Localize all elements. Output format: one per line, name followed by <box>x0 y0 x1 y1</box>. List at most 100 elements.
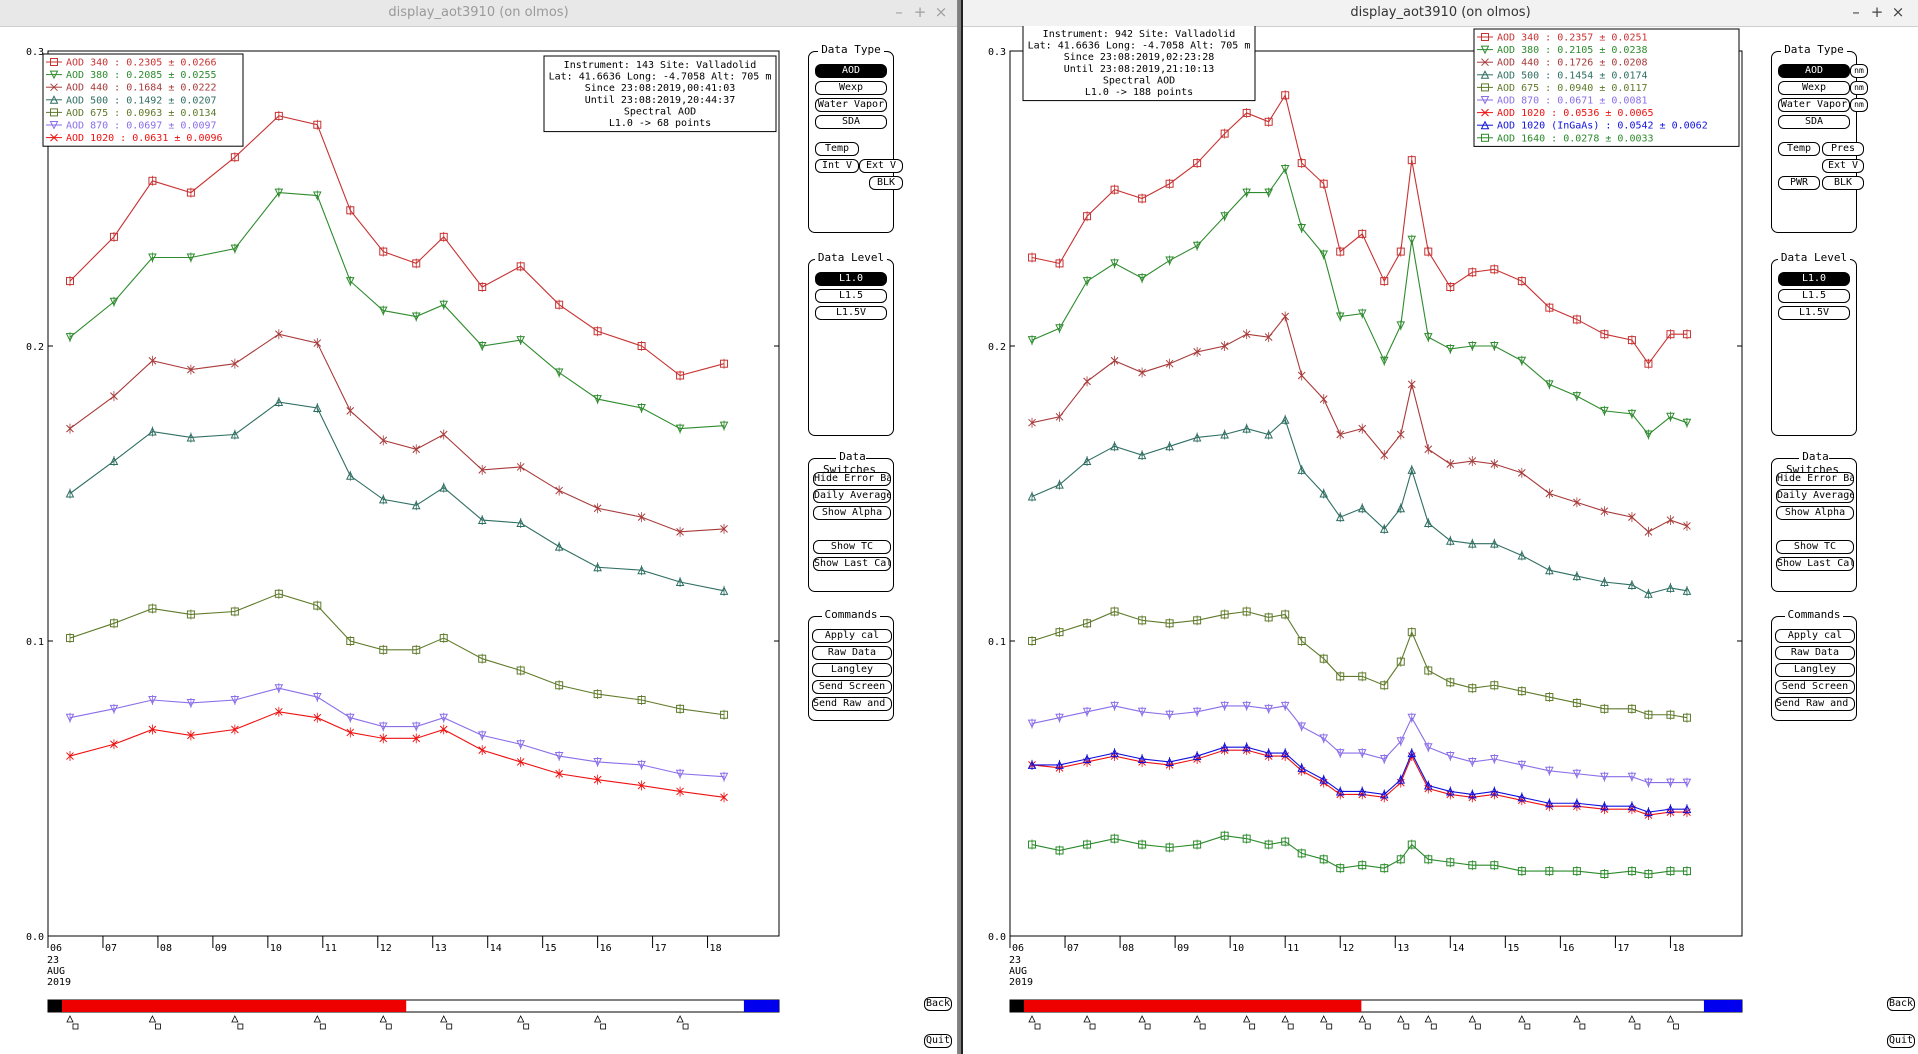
pwr-button[interactable]: PWR <box>1778 176 1820 190</box>
show-alpha-button[interactable]: Show Alpha <box>813 506 891 520</box>
event-marker <box>1524 1023 1531 1030</box>
data-type-sda-button[interactable]: SDA <box>1778 115 1850 129</box>
show-last-cal-button[interactable]: Show Last Cal <box>1776 557 1854 571</box>
data-point <box>1192 707 1202 717</box>
daily-averages-button[interactable]: Daily Averages <box>813 489 891 503</box>
data-point <box>1424 855 1433 864</box>
date-label: 23 <box>47 955 59 966</box>
show-tc-button[interactable]: Show TC <box>1776 540 1854 554</box>
nm-toggle-button[interactable]: nm <box>1850 64 1868 78</box>
data-point <box>675 577 685 586</box>
int-v-button[interactable]: Int V <box>815 159 859 173</box>
close-icon[interactable]: × <box>934 3 948 21</box>
nm-toggle-button[interactable]: nm <box>1850 98 1868 112</box>
data-point <box>1666 710 1675 719</box>
temp-button[interactable]: Temp <box>1778 142 1820 156</box>
data-point <box>675 769 685 779</box>
time-coverage-bar <box>47 999 780 1030</box>
series-line <box>69 593 725 716</box>
data-point <box>378 494 388 504</box>
data-point <box>1396 855 1405 864</box>
ext-v-button[interactable]: Ext V <box>1822 159 1864 173</box>
show-alpha-button[interactable]: Show Alpha <box>1776 506 1854 520</box>
legend-marker <box>1481 58 1489 67</box>
minimize-icon[interactable]: – <box>895 3 903 21</box>
data-type-sda-button[interactable]: SDA <box>815 115 887 129</box>
data-type-water-vapor-button[interactable]: Water Vapor <box>1778 98 1850 112</box>
event-marker <box>1430 1023 1437 1030</box>
data-level-l1-0-button[interactable]: L1.0 <box>815 272 887 286</box>
data-point <box>1297 637 1306 645</box>
data-point <box>1055 324 1064 333</box>
raw-data-button[interactable]: Raw Data <box>812 646 892 660</box>
show-tc-button[interactable]: Show TC <box>813 540 891 554</box>
data-level-l1-0-button[interactable]: L1.0 <box>1778 272 1850 286</box>
data-point <box>1028 637 1037 645</box>
blk-button[interactable]: BLK <box>869 176 903 190</box>
daily-averages-button[interactable]: Daily Averages <box>1776 489 1854 503</box>
data-point <box>1110 701 1119 711</box>
data-type-aod-button[interactable]: AOD <box>1778 64 1850 78</box>
maximize-icon[interactable]: + <box>913 3 927 21</box>
data-point <box>313 693 322 702</box>
data-point <box>719 772 729 782</box>
data-point <box>1600 406 1609 416</box>
data-point <box>720 525 728 533</box>
data-point <box>1165 710 1174 720</box>
data-point <box>554 368 564 378</box>
data-point <box>1396 737 1406 746</box>
show-last-cal-button[interactable]: Show Last Cal <box>813 557 891 571</box>
data-level-l1-5v-button[interactable]: L1.5V <box>1778 306 1850 320</box>
event-marker <box>231 1015 239 1023</box>
data-point <box>1165 843 1174 852</box>
data-level-l1-5v-button[interactable]: L1.5V <box>815 306 887 320</box>
langley-button[interactable]: Langley <box>1775 663 1855 677</box>
close-icon[interactable]: × <box>1891 3 1905 21</box>
data-point <box>1379 524 1389 533</box>
send-raw-and-aod-button[interactable]: Send Raw and AOD <box>812 697 892 711</box>
data-type-aod-button[interactable]: AOD <box>815 64 887 78</box>
temp-button[interactable]: Temp <box>815 142 859 156</box>
panel-title: Data Switches <box>1772 450 1856 476</box>
ext-v-button[interactable]: Ext V <box>859 159 903 173</box>
send-screen-button[interactable]: Send Screen <box>1775 680 1855 694</box>
data-point <box>65 333 75 342</box>
data-point <box>1319 488 1329 498</box>
timebar-red <box>1024 1000 1362 1012</box>
hide-error-bars-button[interactable]: Hide Error Bars <box>813 472 891 486</box>
data-point <box>478 746 487 755</box>
back-button[interactable]: Back <box>924 997 952 1011</box>
send-raw-and-aod-button[interactable]: Send Raw and AOD <box>1775 697 1855 711</box>
hide-error-bars-button[interactable]: Hide Error Bars <box>1776 472 1854 486</box>
maximize-icon[interactable]: + <box>1870 3 1884 21</box>
info-line: L1.0 -> 188 points <box>1085 87 1193 98</box>
data-type-wexp-button[interactable]: Wexp <box>815 81 887 95</box>
data-point <box>1319 855 1328 864</box>
data-point <box>1682 330 1691 339</box>
data-point <box>1446 678 1455 687</box>
back-button[interactable]: Back <box>1887 997 1915 1011</box>
legend-entry: AOD 1020 : 0.0536 ± 0.0065 <box>1497 108 1654 119</box>
data-level-l1-5-button[interactable]: L1.5 <box>815 289 887 303</box>
pres-button[interactable]: Pres <box>1822 142 1864 156</box>
data-point <box>478 466 487 474</box>
data-point <box>1357 749 1367 758</box>
data-type-wexp-button[interactable]: Wexp <box>1778 81 1850 95</box>
blk-button[interactable]: BLK <box>1822 176 1864 190</box>
minimize-icon[interactable]: – <box>1852 3 1860 21</box>
quit-button[interactable]: Quit <box>924 1034 952 1048</box>
apply-cal-button[interactable]: Apply cal <box>812 629 892 643</box>
data-point <box>1264 613 1273 622</box>
data-type-water-vapor-button[interactable]: Water Vapor <box>815 98 887 112</box>
apply-cal-button[interactable]: Apply cal <box>1775 629 1855 643</box>
quit-button[interactable]: Quit <box>1887 1034 1915 1048</box>
data-point <box>1319 775 1329 784</box>
data-level-l1-5-button[interactable]: L1.5 <box>1778 289 1850 303</box>
data-point <box>1446 460 1455 468</box>
langley-button[interactable]: Langley <box>812 663 892 677</box>
raw-data-button[interactable]: Raw Data <box>1775 646 1855 660</box>
x-tick-label: 11 <box>1287 943 1299 954</box>
send-screen-button[interactable]: Send Screen <box>812 680 892 694</box>
nm-toggle-button[interactable]: nm <box>1850 81 1868 95</box>
data-point <box>1264 748 1273 758</box>
